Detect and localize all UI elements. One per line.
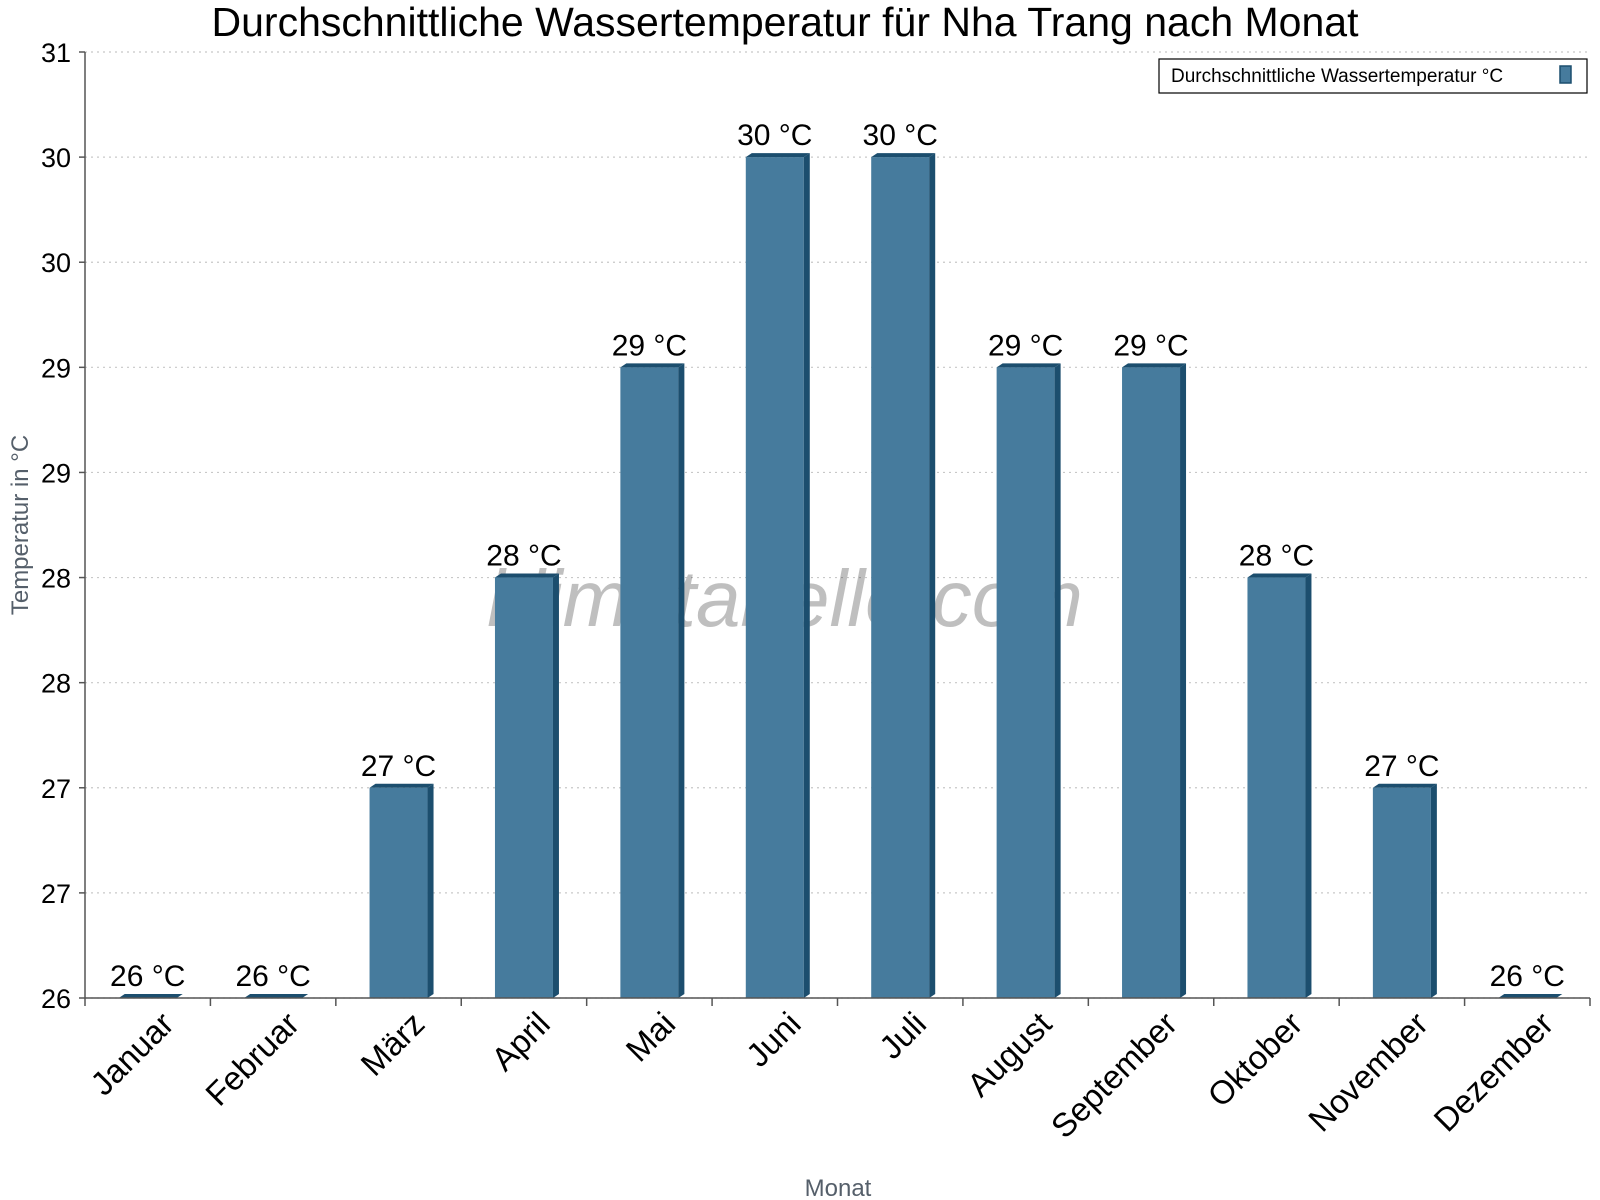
legend-box [1158,58,1588,94]
y-tick-label: 30 [41,143,71,173]
bar-side [678,363,685,998]
x-tick-label: November [1301,1005,1435,1139]
bar-top [118,994,183,998]
bar [745,157,804,999]
bar-value-label: 28 °C [1239,540,1314,573]
bar [1247,577,1306,998]
y-axis-label: Temperatur in °C [7,435,34,615]
bar-top [1498,994,1563,998]
x-axis-label: Monat [805,1175,872,1200]
y-tick-label: 26 [41,984,71,1014]
y-axis-ticks: 26 27 27 28 28 29 29 30 30 31 [41,38,85,1014]
bar [620,367,679,998]
bar-value-label: 28 °C [486,540,561,573]
bar-top [620,363,685,368]
y-tick-label: 30 [41,248,71,278]
bar-side [1430,783,1437,998]
bar-top [1122,363,1187,368]
legend-swatch [1559,65,1572,84]
bar-top [494,573,559,578]
y-tick-label: 28 [41,669,71,699]
bar-value-label: 27 °C [1364,750,1439,783]
bar-value-label: 26 °C [1490,960,1565,993]
bar-value-label: 29 °C [988,329,1063,362]
bar [1372,787,1431,998]
x-tick-label: Juli [872,1005,933,1066]
x-tick-label: Oktober [1200,1005,1309,1114]
bar-side [1054,363,1061,998]
grid-lines [85,51,1590,999]
bar-value-label: 30 °C [863,119,938,152]
bar-top [1247,573,1312,578]
bar-top [871,153,936,158]
bar-value-label: 26 °C [110,960,185,993]
bar-top [244,994,309,998]
bar-top [996,363,1061,368]
x-tick-label: Mai [619,1005,683,1069]
y-tick-label: 27 [41,774,71,804]
bar-top [745,153,810,158]
bar-side [552,573,559,998]
bar [494,577,553,998]
y-tick-label: 31 [41,38,71,68]
bar-side [1305,573,1312,998]
bar-top [1372,783,1437,788]
bar-side [803,153,810,999]
bar [871,157,930,999]
x-tick-label: April [484,1005,557,1078]
y-tick-label: 29 [41,458,71,488]
bar-side [1180,363,1187,998]
bars [118,153,1563,999]
x-tick-label: September [1044,1005,1184,1145]
bar [1122,367,1181,998]
x-tick-label: Juni [739,1005,808,1074]
bar-labels: 26 °C 26 °C 27 °C 28 °C 29 °C 30 °C 30 °C 29 °C… [110,119,1565,993]
y-tick-label: 28 [41,564,71,594]
chart-title: Durchschnittliche Wassertemperatur für N… [212,0,1360,45]
bar [996,367,1055,998]
bar-value-label: 29 °C [612,329,687,362]
x-tick-label: März [353,1005,431,1083]
bar-side [427,783,434,998]
x-tick-label: August [960,1005,1059,1104]
x-tick-label: Dezember [1426,1005,1560,1139]
bar-value-label: 26 °C [235,960,310,993]
legend: Durchschnittliche Wassertemperatur °C [1158,58,1588,94]
legend-label: Durchschnittliche Wassertemperatur °C [1171,66,1503,87]
bar-value-label: 27 °C [361,750,436,783]
x-axis-ticks: Januar Februar März April Mai Juni Juli AugustS… [83,998,1591,1145]
bar [369,787,428,998]
bar-top [369,783,434,788]
x-tick-label: Januar [83,1005,181,1103]
y-tick-label: 27 [41,879,71,909]
bar-value-label: 30 °C [737,119,812,152]
y-tick-label: 29 [41,353,71,383]
x-tick-label: Februar [198,1005,306,1113]
bar-side [929,153,936,999]
bar-value-label: 29 °C [1113,329,1188,362]
